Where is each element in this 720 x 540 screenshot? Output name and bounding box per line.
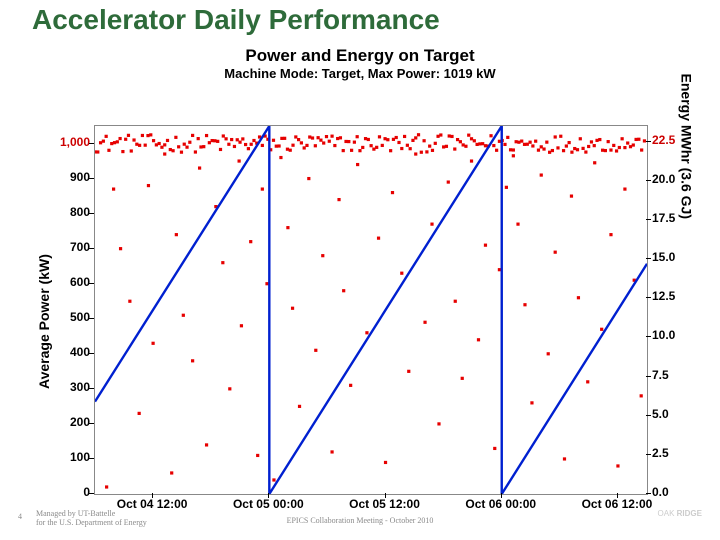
y-left-tick-label: 900 bbox=[40, 170, 90, 184]
logo-word-2: RIDGE bbox=[677, 509, 702, 518]
y-left-tick-label: 700 bbox=[40, 240, 90, 254]
y-right-tick-label: 12.5 bbox=[652, 289, 675, 303]
y-axis-label-right: Energy MWhr (3.6 GJ) bbox=[678, 74, 694, 219]
x-tick-label: Oct 06 12:00 bbox=[567, 497, 667, 511]
chart-container: Power and Energy on Target Machine Mode:… bbox=[20, 46, 700, 496]
y-right-tick-label: 2.5 bbox=[652, 446, 669, 460]
y-left-tick-label: 800 bbox=[40, 205, 90, 219]
x-tick-label: Oct 05 00:00 bbox=[218, 497, 318, 511]
lab-logo: OAK RIDGE bbox=[658, 510, 702, 518]
y-left-tick-label: 0 bbox=[40, 485, 90, 499]
x-tick-label: Oct 06 00:00 bbox=[451, 497, 551, 511]
y-left-tick-label: 100 bbox=[40, 450, 90, 464]
logo-word-1: OAK bbox=[658, 509, 675, 518]
chart-title: Power and Energy on Target bbox=[20, 46, 700, 66]
footer: 4 Managed by UT-Battelle for the U.S. De… bbox=[18, 510, 702, 534]
plot-box: Average Power (kW) Energy MWhr (3.6 GJ) … bbox=[20, 81, 700, 521]
y-right-tick-label: 10.0 bbox=[652, 328, 675, 342]
plot-area bbox=[94, 125, 648, 495]
footer-center: EPICS Collaboration Meeting - October 20… bbox=[18, 516, 702, 525]
y-left-tick-label: 300 bbox=[40, 380, 90, 394]
y-right-tick-label: 7.5 bbox=[652, 368, 669, 382]
y-left-tick-label: 400 bbox=[40, 345, 90, 359]
chart-subtitle: Machine Mode: Target, Max Power: 1019 kW bbox=[20, 66, 700, 81]
y-right-tick-label: 15.0 bbox=[652, 250, 675, 264]
y-left-tick-label: 500 bbox=[40, 310, 90, 324]
x-tick-label: Oct 05 12:00 bbox=[335, 497, 435, 511]
y-left-tick-label: 200 bbox=[40, 415, 90, 429]
plot-svg bbox=[95, 126, 647, 494]
y-right-tick-label: 17.5 bbox=[652, 211, 675, 225]
y-right-tick-label: 22.5 bbox=[652, 133, 675, 147]
slide-title: Accelerator Daily Performance bbox=[32, 4, 440, 36]
y-right-tick-label: 5.0 bbox=[652, 407, 669, 421]
x-tick-label: Oct 04 12:00 bbox=[102, 497, 202, 511]
y-left-tick-label: 1,000 bbox=[40, 135, 90, 149]
y-right-tick-label: 20.0 bbox=[652, 172, 675, 186]
y-left-tick-label: 600 bbox=[40, 275, 90, 289]
